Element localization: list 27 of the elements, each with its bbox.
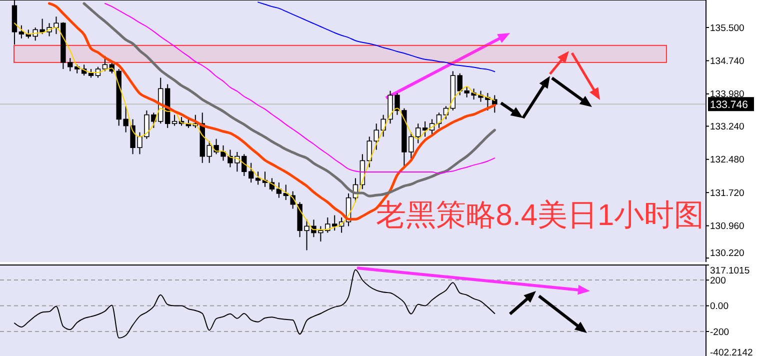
y-tick-label: 131.720 xyxy=(710,188,744,199)
y-tick-label: -402.2142 xyxy=(710,348,753,356)
line-series xyxy=(258,2,496,72)
y-tick-label: 132.480 xyxy=(710,154,744,166)
candlestick xyxy=(18,24,24,39)
line-series xyxy=(104,2,496,174)
candlestick xyxy=(366,136,372,168)
y-tick-label: 130.220 xyxy=(710,248,744,260)
candlestick xyxy=(172,114,178,126)
y-tick-label: 134.740 xyxy=(710,56,744,68)
candlestick xyxy=(422,120,428,138)
y-tick-label: 0.00 xyxy=(710,301,728,312)
line-series xyxy=(82,2,496,198)
y-tick-label: -200 xyxy=(710,326,730,338)
candlestick xyxy=(276,182,282,198)
y-tick-label: 130.960 xyxy=(710,221,744,232)
candlestick xyxy=(416,123,421,144)
y-tick-label: 135.500 xyxy=(710,22,744,34)
ref-line-label: 133.746 xyxy=(710,99,748,112)
text: 老黑策略8.4美日1小时图 xyxy=(376,199,704,232)
y-tick-label: 317.1015 xyxy=(710,266,750,277)
y-tick-label: 200 xyxy=(710,275,726,286)
y-tick-label: 133.240 xyxy=(710,122,744,133)
candlestick xyxy=(492,94,498,114)
candlestick xyxy=(248,162,254,184)
candlestick xyxy=(102,55,108,72)
candlestick xyxy=(332,214,338,232)
